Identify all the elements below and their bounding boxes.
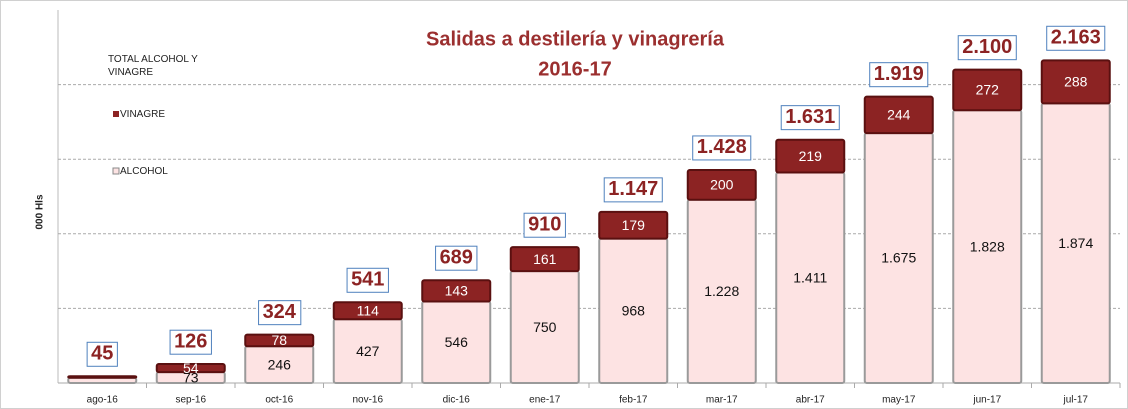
data-label: 219 xyxy=(799,148,823,164)
bar-segment xyxy=(598,210,669,240)
bar-segment xyxy=(155,363,226,374)
total-label: 45 xyxy=(91,343,113,365)
data-label: 179 xyxy=(622,217,646,233)
total-label: 2.163 xyxy=(1051,27,1101,49)
total-label: 1.919 xyxy=(874,63,924,85)
data-label: 143 xyxy=(445,283,469,299)
total-label-box xyxy=(780,105,840,131)
x-tick-label: abr-17 xyxy=(796,395,825,406)
total-label-box xyxy=(435,245,478,271)
x-tick-label: sep-16 xyxy=(175,395,206,406)
x-tick-label: dic-16 xyxy=(443,395,471,406)
data-label: 1.874 xyxy=(1058,235,1093,251)
data-label: 246 xyxy=(268,356,292,372)
x-tick-label: mar-17 xyxy=(706,395,738,406)
data-label: 288 xyxy=(1064,74,1088,90)
legend-vinagre: VINAGRE xyxy=(120,109,166,120)
data-label: 114 xyxy=(357,302,380,318)
data-label: 546 xyxy=(445,334,469,350)
data-label: 1.411 xyxy=(793,269,827,285)
total-label-box xyxy=(957,35,1017,61)
x-tick-label: may-17 xyxy=(882,395,916,406)
bar-segment xyxy=(244,333,315,348)
total-label-box xyxy=(169,329,212,355)
data-label: 1.228 xyxy=(704,283,739,299)
total-label: 1.147 xyxy=(608,178,658,200)
data-label: 272 xyxy=(976,82,1000,98)
bar-segment xyxy=(67,375,138,379)
total-label: 2.100 xyxy=(962,36,1012,58)
data-label: 968 xyxy=(622,302,646,318)
total-label: 541 xyxy=(351,269,384,291)
bar-segment xyxy=(421,279,492,303)
total-label-box xyxy=(1046,25,1106,51)
data-label: 427 xyxy=(356,343,380,359)
total-label-box xyxy=(603,177,663,203)
x-tick-label: ago-16 xyxy=(87,395,119,406)
x-tick-label: jun-17 xyxy=(972,395,1001,406)
data-label: 750 xyxy=(533,319,557,335)
x-tick-label: jul-17 xyxy=(1063,395,1089,406)
legend-marker xyxy=(112,167,120,175)
total-label: 324 xyxy=(263,301,297,323)
total-label: 126 xyxy=(174,330,207,352)
legend-marker xyxy=(113,111,119,117)
data-label: 200 xyxy=(710,177,734,193)
x-tick-label: oct-16 xyxy=(265,395,293,406)
total-label-box xyxy=(258,300,302,326)
x-tick-label: ene-17 xyxy=(529,395,561,406)
total-label-box xyxy=(869,62,929,88)
total-label-box xyxy=(346,267,389,293)
data-label: 1.675 xyxy=(881,250,916,266)
data-label: 73 xyxy=(183,369,199,385)
total-label: 1.631 xyxy=(785,106,835,128)
data-label: 78 xyxy=(271,332,287,348)
bar-segment xyxy=(952,68,1023,112)
bar-segment xyxy=(775,138,846,174)
bar-segment xyxy=(1040,59,1111,105)
x-tick-label: nov-16 xyxy=(352,395,383,406)
legend-alcohol: ALCOHOL xyxy=(120,166,168,177)
x-tick-label: feb-17 xyxy=(619,395,648,406)
bar-segment xyxy=(686,168,757,201)
bar-segment xyxy=(509,246,580,273)
total-label-box xyxy=(523,212,566,238)
data-label: 1.828 xyxy=(970,238,1005,254)
total-label: 689 xyxy=(440,246,473,268)
bar-segment xyxy=(863,95,934,135)
total-label-box xyxy=(86,341,118,367)
data-label: 244 xyxy=(887,107,911,123)
bar-segment xyxy=(332,301,403,321)
total-label-box xyxy=(692,135,752,161)
data-label: 161 xyxy=(533,251,557,267)
chart-title: Salidas a destilería y vinagrería xyxy=(426,28,725,50)
chart-subtitle: 2016-17 xyxy=(538,58,611,80)
total-label: 910 xyxy=(528,214,561,236)
y-axis-label: 000 Hls xyxy=(35,194,46,229)
total-label: 1.428 xyxy=(697,136,747,158)
legend-total: TOTAL ALCOHOL Y VINAGRE xyxy=(108,54,198,78)
data-label: 54 xyxy=(183,360,199,376)
